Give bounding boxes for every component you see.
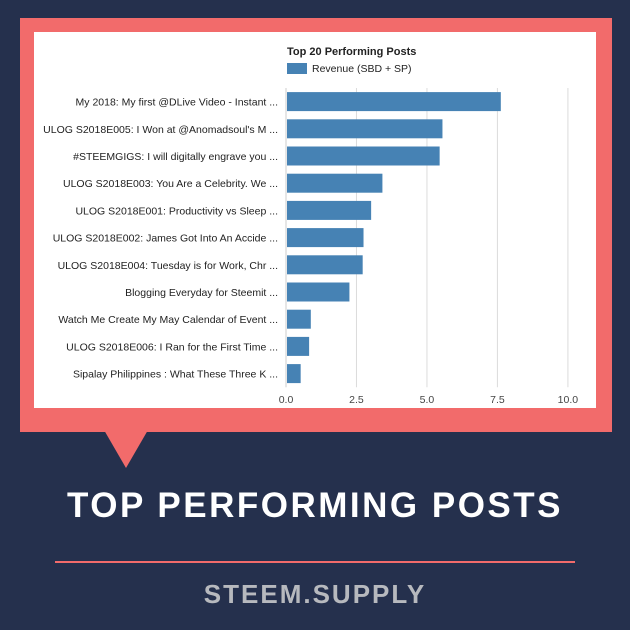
category-label: Watch Me Create My May Calendar of Event…	[58, 314, 278, 326]
bar	[287, 364, 301, 384]
category-label: ULOG S2018E003: You Are a Celebrity. We …	[63, 178, 278, 190]
bar	[287, 200, 372, 220]
bar	[287, 92, 501, 112]
category-label: ULOG S2018E006: I Ran for the First Time…	[66, 341, 278, 353]
category-label: Sipalay Philippines : What These Three K…	[73, 369, 278, 381]
category-label: My 2018: My first @DLive Video - Instant…	[76, 97, 278, 109]
category-label: Blogging Everyday for Steemit ...	[125, 287, 278, 299]
x-tick-label: 2.5	[349, 394, 364, 406]
bar	[287, 336, 310, 356]
category-label: #STEEMGIGS: I will digitally engrave you…	[73, 151, 278, 163]
x-tick-label: 10.0	[558, 394, 579, 406]
bar	[287, 173, 383, 193]
callout-pointer	[104, 430, 148, 468]
bar	[287, 146, 440, 166]
category-label: ULOG S2018E004: Tuesday is for Work, Chr…	[58, 260, 278, 272]
legend-swatch	[287, 63, 307, 74]
bar	[287, 228, 364, 248]
banner-title: TOP PERFORMING POSTS	[67, 486, 563, 525]
category-label: ULOG S2018E001: Productivity vs Sleep ..…	[75, 205, 278, 217]
legend-label: Revenue (SBD + SP)	[312, 63, 412, 75]
brand-name: STEEM.SUPPLY	[203, 579, 427, 609]
bar-chart: Top 20 Performing Posts Revenue (SBD + SP…	[43, 46, 579, 406]
category-label: ULOG S2018E005: I Won at @Anomadsoul's M…	[43, 124, 278, 136]
bar	[287, 119, 443, 139]
x-tick-label: 0.0	[279, 394, 294, 406]
x-tick-label: 5.0	[420, 394, 435, 406]
chart-panel: Top 20 Performing Posts Revenue (SBD + SP…	[34, 32, 596, 408]
category-label: ULOG S2018E002: James Got Into An Accide…	[53, 233, 278, 245]
bar	[287, 282, 350, 302]
bar	[287, 309, 311, 329]
divider	[55, 561, 575, 563]
bar	[287, 255, 363, 275]
chart-title: Top 20 Performing Posts	[287, 46, 416, 58]
x-tick-label: 7.5	[490, 394, 505, 406]
